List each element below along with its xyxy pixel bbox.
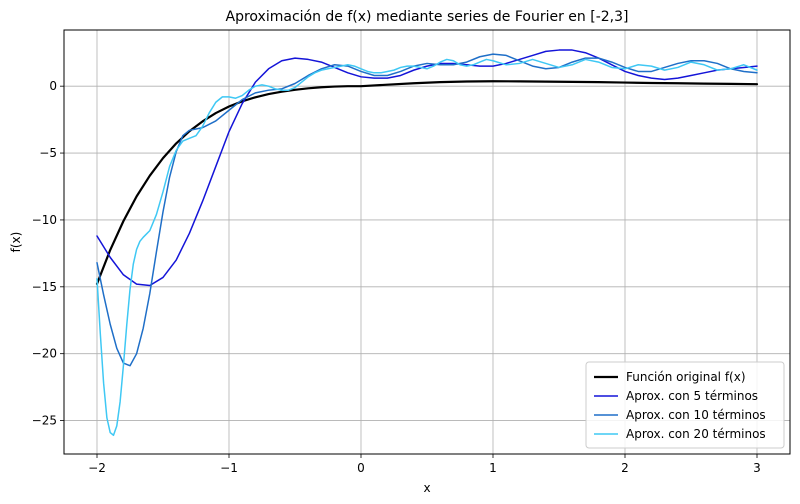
legend-entry-label: Aprox. con 10 términos	[626, 408, 766, 422]
series-line-4	[96, 58, 758, 437]
y-tick-label: −10	[32, 213, 57, 227]
chart-title: Aproximación de f(x) mediante series de …	[226, 9, 629, 25]
legend-entry-label: Aprox. con 20 términos	[626, 427, 766, 441]
legend-entry-label: Aprox. con 5 términos	[626, 389, 758, 403]
x-tick-label: −2	[88, 461, 106, 475]
y-tick-label: −20	[32, 347, 57, 361]
series-layer	[95, 49, 759, 437]
y-tick-label: 0	[49, 79, 57, 93]
y-tick-label: −5	[39, 146, 57, 160]
y-axis-label: f(x)	[9, 232, 23, 253]
x-tick-label: −1	[220, 461, 238, 475]
y-tick-label: −15	[32, 280, 57, 294]
legend-entry-label: Función original f(x)	[626, 370, 746, 384]
ticks: −2 −1 0 1 2 30−5−10−15−20−25	[32, 79, 761, 475]
x-tick-label: 2	[621, 461, 629, 475]
legend-box	[585, 361, 785, 449]
x-tick-label: 1	[489, 461, 497, 475]
series-line-1	[95, 80, 759, 285]
y-tick-label: −25	[32, 414, 57, 428]
plot-frame	[63, 29, 791, 455]
x-axis-label: x	[423, 481, 430, 495]
series-line-3	[96, 53, 758, 367]
x-tick-label: 0	[357, 461, 365, 475]
series-line-2	[96, 49, 758, 287]
legend: Función original f(x) Aprox. con 5 términ…	[585, 361, 785, 449]
x-tick-label: 3	[753, 461, 761, 475]
grid	[64, 30, 790, 454]
